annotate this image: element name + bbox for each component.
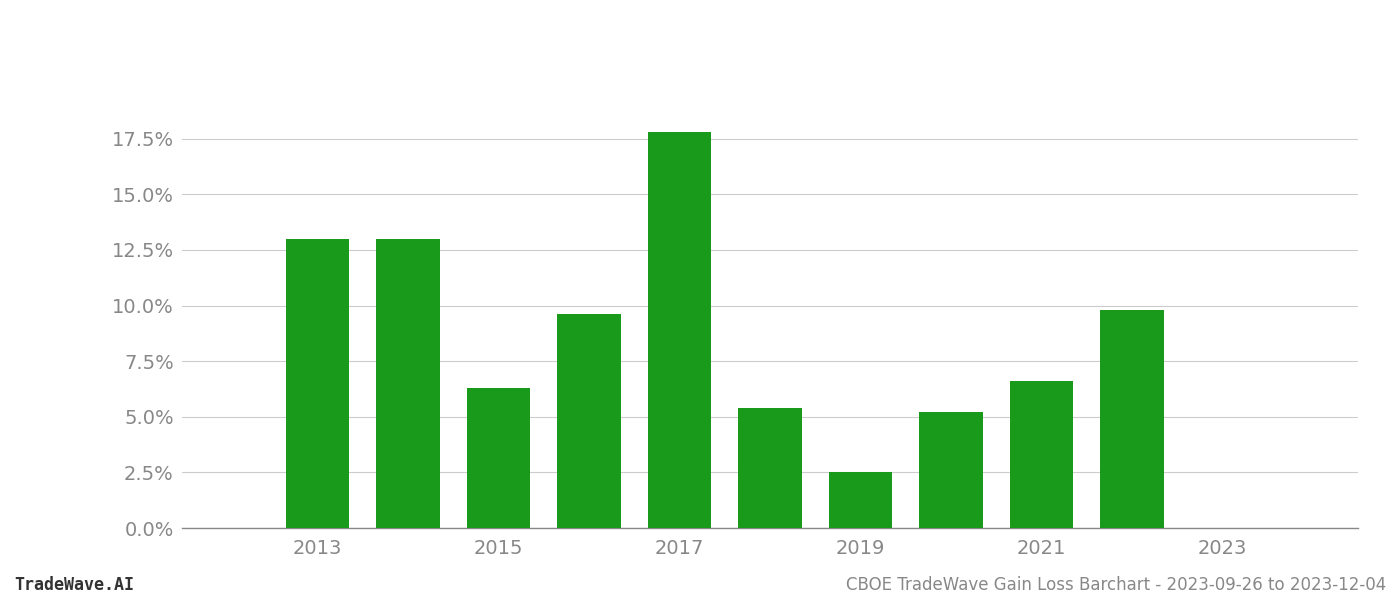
Bar xyxy=(1009,381,1072,528)
Bar xyxy=(557,314,620,528)
Bar xyxy=(738,408,802,528)
Bar xyxy=(468,388,531,528)
Text: TradeWave.AI: TradeWave.AI xyxy=(14,576,134,594)
Bar xyxy=(648,132,711,528)
Bar xyxy=(286,239,350,528)
Bar xyxy=(377,239,440,528)
Bar xyxy=(920,412,983,528)
Text: CBOE TradeWave Gain Loss Barchart - 2023-09-26 to 2023-12-04: CBOE TradeWave Gain Loss Barchart - 2023… xyxy=(846,576,1386,594)
Bar xyxy=(829,472,892,528)
Bar xyxy=(1100,310,1163,528)
